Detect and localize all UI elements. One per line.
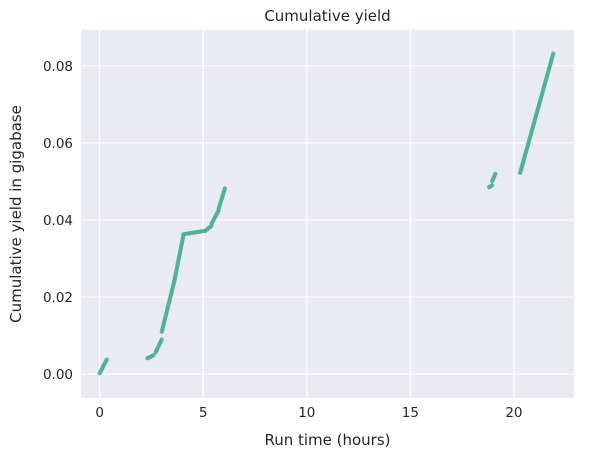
data-point	[222, 186, 228, 191]
x-tick-labels: 0 5 10 15 20	[95, 405, 522, 421]
y-tick-label: 0.04	[43, 213, 73, 229]
data-point	[551, 51, 556, 56]
x-axis-label: Run time (hours)	[264, 431, 390, 449]
y-tick-label: 0.08	[43, 59, 73, 75]
chart-title: Cumulative yield	[264, 7, 390, 25]
x-tick-label: 5	[199, 405, 208, 421]
x-tick-label: 20	[505, 405, 522, 421]
data-point	[159, 337, 164, 342]
y-tick-label: 0.00	[43, 367, 73, 383]
y-tick-label: 0.06	[43, 136, 73, 152]
x-tick-label: 15	[402, 405, 419, 421]
data-points	[97, 51, 556, 376]
data-point	[493, 171, 498, 176]
y-tick-label: 0.02	[43, 290, 73, 306]
y-tick-labels: 0.00 0.02 0.04 0.06 0.08	[43, 59, 73, 383]
data-point	[490, 183, 495, 188]
x-tick-label: 0	[95, 405, 104, 421]
x-tick-label: 10	[298, 405, 315, 421]
x-gridlines	[99, 30, 515, 398]
data-point	[104, 357, 109, 362]
y-gridlines	[81, 65, 574, 375]
y-axis-label: Cumulative yield in gigabase	[7, 105, 25, 323]
plot-area	[81, 30, 574, 398]
